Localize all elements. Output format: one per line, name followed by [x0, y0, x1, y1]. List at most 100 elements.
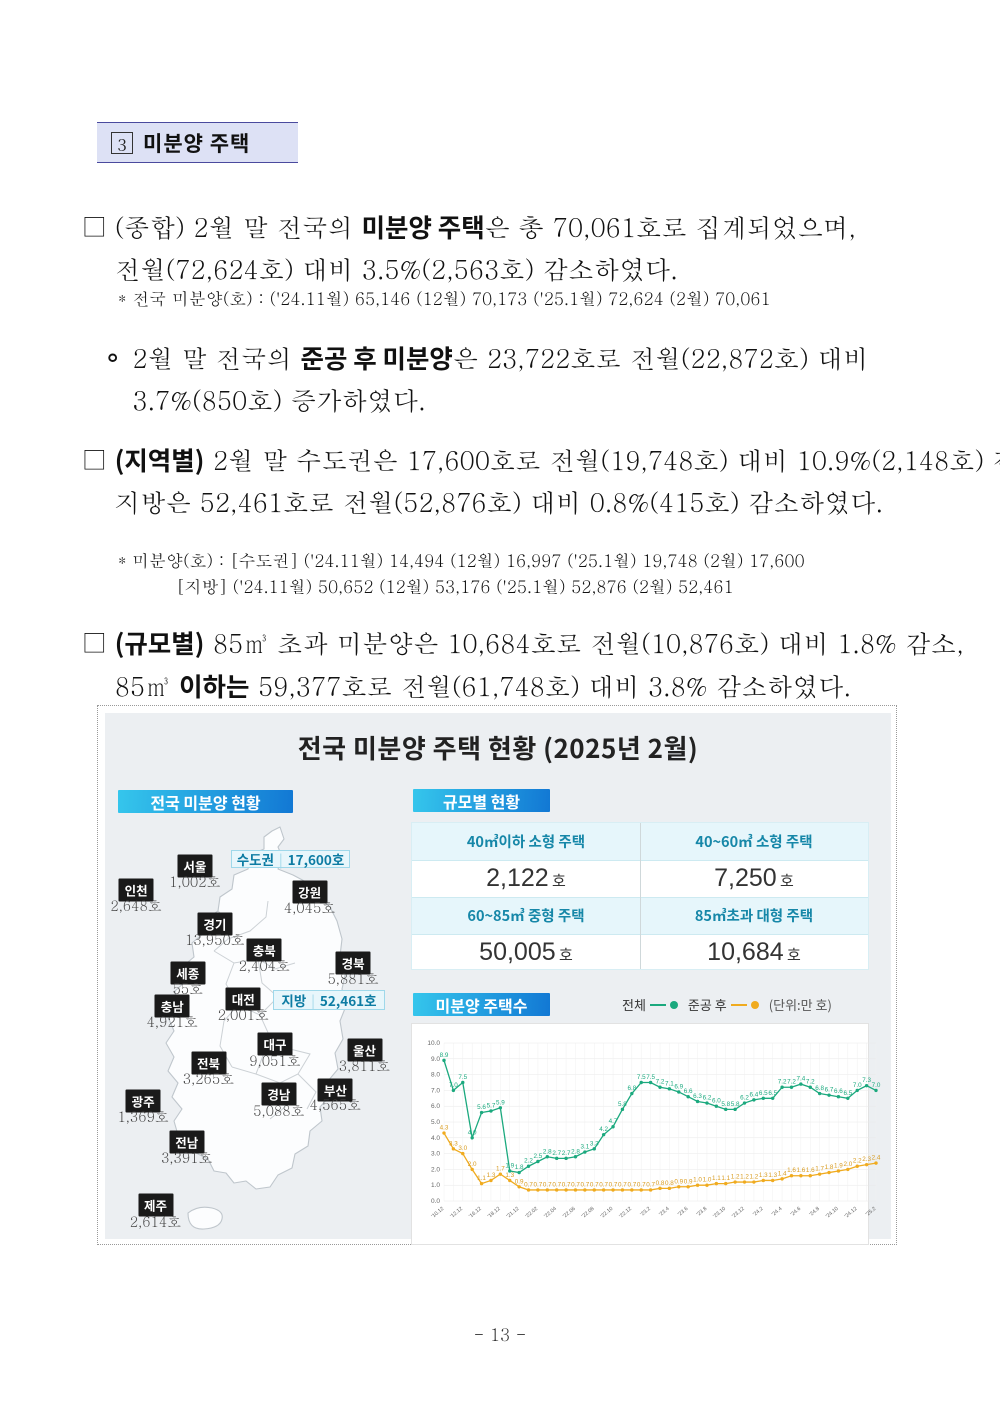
svg-text:'24.4: '24.4	[771, 1206, 784, 1218]
svg-text:'18.12: '18.12	[487, 1206, 502, 1220]
svg-text:1.7: 1.7	[496, 1166, 505, 1173]
svg-text:0.7: 0.7	[524, 1181, 533, 1188]
svg-text:6.9: 6.9	[674, 1083, 683, 1090]
svg-text:1.2: 1.2	[740, 1174, 749, 1181]
svg-text:5.8: 5.8	[731, 1101, 740, 1108]
svg-text:'24.10: '24.10	[825, 1206, 840, 1220]
svg-text:2.3: 2.3	[862, 1156, 871, 1163]
svg-text:6.6: 6.6	[834, 1088, 843, 1095]
svg-text:8.9: 8.9	[440, 1052, 449, 1059]
svg-text:1.4: 1.4	[778, 1170, 787, 1177]
svg-text:0.7: 0.7	[637, 1181, 646, 1188]
svg-text:1.6: 1.6	[796, 1167, 805, 1174]
svg-text:0.7: 0.7	[609, 1181, 618, 1188]
svg-text:'10.12: '10.12	[430, 1206, 445, 1220]
svg-text:1.6: 1.6	[806, 1167, 815, 1174]
svg-text:6.7: 6.7	[825, 1087, 834, 1094]
svg-text:'24.12: '24.12	[844, 1206, 859, 1220]
svg-text:7.2: 7.2	[656, 1079, 665, 1086]
svg-text:4.2: 4.2	[599, 1126, 608, 1133]
svg-text:6.5: 6.5	[843, 1090, 852, 1097]
svg-text:4.7: 4.7	[609, 1118, 618, 1125]
svg-text:1.7: 1.7	[815, 1166, 824, 1173]
svg-text:6.0: 6.0	[431, 1103, 440, 1110]
svg-text:6.8: 6.8	[815, 1085, 824, 1092]
svg-text:1.1: 1.1	[477, 1175, 486, 1182]
svg-text:7.5: 7.5	[637, 1074, 646, 1081]
svg-text:1.1: 1.1	[712, 1175, 721, 1182]
svg-text:'22.08: '22.08	[581, 1206, 596, 1220]
svg-text:'22.12: '22.12	[618, 1206, 633, 1220]
svg-text:0.8: 0.8	[665, 1180, 674, 1187]
svg-text:7.0: 7.0	[872, 1082, 881, 1089]
svg-text:'16.12: '16.12	[468, 1206, 483, 1220]
svg-text:4.3: 4.3	[440, 1125, 449, 1132]
svg-text:1.8: 1.8	[515, 1164, 524, 1171]
svg-text:1.3: 1.3	[759, 1172, 768, 1179]
svg-text:7.1: 7.1	[665, 1080, 674, 1087]
svg-text:3.0: 3.0	[458, 1145, 467, 1152]
svg-text:2.0: 2.0	[843, 1161, 852, 1168]
svg-text:4.0: 4.0	[431, 1135, 440, 1142]
svg-text:'23.8: '23.8	[696, 1206, 709, 1218]
svg-text:5.9: 5.9	[496, 1099, 505, 1106]
svg-text:'22.02: '22.02	[524, 1206, 539, 1220]
svg-text:6.5: 6.5	[768, 1090, 777, 1097]
svg-text:5.7: 5.7	[487, 1102, 496, 1109]
svg-text:'23.12: '23.12	[731, 1206, 746, 1220]
svg-text:1.2: 1.2	[750, 1174, 759, 1181]
svg-text:6.2: 6.2	[703, 1095, 712, 1102]
svg-text:2.5: 2.5	[534, 1153, 543, 1160]
svg-text:5.8: 5.8	[721, 1101, 730, 1108]
svg-text:0.7: 0.7	[571, 1181, 580, 1188]
svg-text:0.0: 0.0	[431, 1198, 440, 1205]
svg-text:4.0: 4.0	[468, 1129, 477, 1136]
svg-text:1.8: 1.8	[825, 1164, 834, 1171]
svg-text:'24.2: '24.2	[752, 1206, 765, 1218]
svg-text:'23.10: '23.10	[712, 1206, 727, 1220]
svg-text:0.7: 0.7	[590, 1181, 599, 1188]
svg-text:1.0: 1.0	[693, 1177, 702, 1184]
svg-text:'22.06: '22.06	[562, 1206, 577, 1220]
svg-text:1.9: 1.9	[834, 1162, 843, 1169]
svg-text:7.5: 7.5	[646, 1074, 655, 1081]
svg-text:5.8: 5.8	[618, 1101, 627, 1108]
svg-text:6.6: 6.6	[684, 1088, 693, 1095]
svg-text:'25.2: '25.2	[865, 1206, 878, 1218]
svg-text:3.0: 3.0	[431, 1151, 440, 1158]
svg-text:'21.12: '21.12	[506, 1206, 521, 1220]
svg-text:0.7: 0.7	[580, 1181, 589, 1188]
svg-text:'22.04: '22.04	[543, 1206, 558, 1220]
svg-text:1.2: 1.2	[731, 1174, 740, 1181]
svg-text:0.7: 0.7	[618, 1181, 627, 1188]
svg-text:1.0: 1.0	[431, 1182, 440, 1189]
svg-text:10.0: 10.0	[427, 1040, 440, 1047]
svg-text:6.3: 6.3	[693, 1093, 702, 1100]
svg-text:7.3: 7.3	[862, 1077, 871, 1084]
svg-text:0.7: 0.7	[552, 1181, 561, 1188]
svg-text:1.1: 1.1	[721, 1175, 730, 1182]
svg-text:'23.4: '23.4	[658, 1206, 671, 1218]
svg-text:0.7: 0.7	[599, 1181, 608, 1188]
svg-text:7.2: 7.2	[778, 1079, 787, 1086]
svg-text:2.7: 2.7	[552, 1150, 561, 1157]
svg-text:3.3: 3.3	[590, 1140, 599, 1147]
svg-text:0.7: 0.7	[543, 1181, 552, 1188]
svg-text:7.2: 7.2	[787, 1079, 796, 1086]
svg-text:'22.10: '22.10	[600, 1206, 615, 1220]
svg-text:0.8: 0.8	[656, 1180, 665, 1187]
svg-text:0.7: 0.7	[534, 1181, 543, 1188]
svg-text:0.7: 0.7	[646, 1181, 655, 1188]
svg-text:7.0: 7.0	[431, 1087, 440, 1094]
svg-text:1.3: 1.3	[768, 1172, 777, 1179]
svg-text:3.1: 3.1	[580, 1144, 589, 1151]
svg-text:1.3: 1.3	[487, 1172, 496, 1179]
svg-text:6.5: 6.5	[759, 1090, 768, 1097]
svg-text:1.3: 1.3	[505, 1172, 514, 1179]
svg-text:8.0: 8.0	[431, 1072, 440, 1079]
svg-text:'24.6: '24.6	[790, 1206, 803, 1218]
svg-text:'23.6: '23.6	[677, 1206, 690, 1218]
svg-text:0.9: 0.9	[515, 1178, 524, 1185]
svg-text:6.8: 6.8	[627, 1085, 636, 1092]
svg-text:3.3: 3.3	[449, 1140, 458, 1147]
